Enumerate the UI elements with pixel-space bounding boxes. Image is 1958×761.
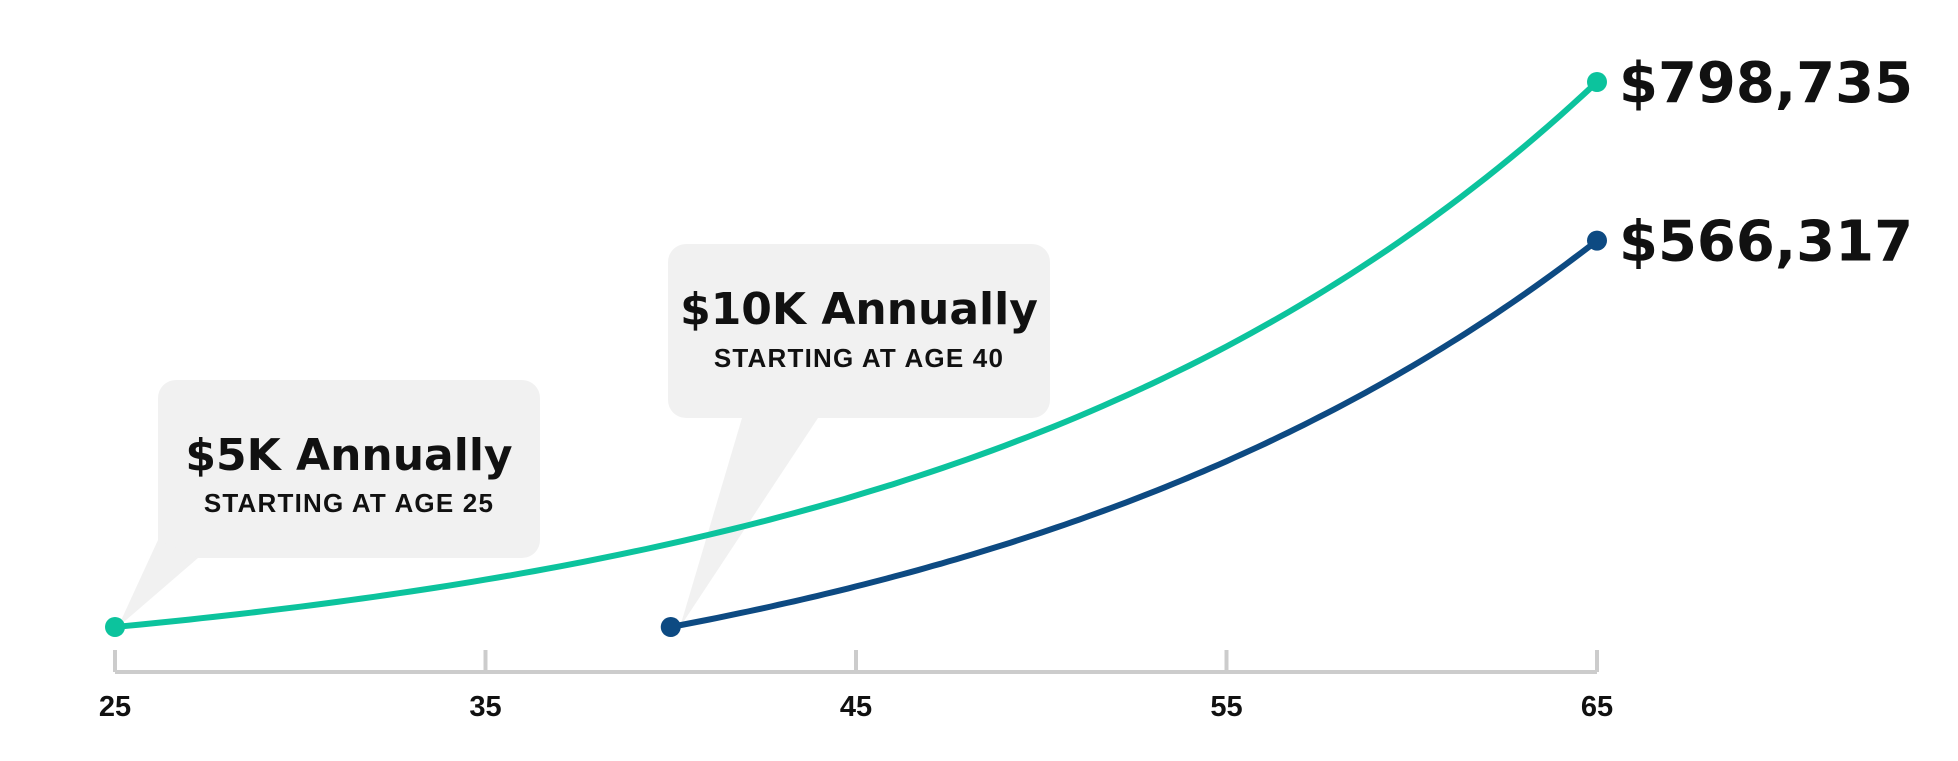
x-axis: 25 35 45 55 65 (99, 650, 1613, 723)
callout-early: $5K Annually STARTING AT AGE 25 (118, 380, 540, 627)
start-point-early (105, 617, 125, 637)
callout-subtitle: STARTING AT AGE 25 (204, 488, 494, 518)
tick-label: 65 (1581, 691, 1613, 723)
tick-label: 55 (1210, 691, 1242, 723)
callout-late: $10K Annually STARTING AT AGE 40 (668, 244, 1050, 627)
series-line-late (667, 237, 1600, 630)
series-line-early (112, 79, 1600, 630)
end-value-late: $566,317 (1619, 210, 1913, 275)
callout-title: $5K Annually (185, 430, 512, 481)
callouts: $5K Annually STARTING AT AGE 25 $10K Annua… (118, 244, 1050, 627)
end-value-early: $798,735 (1619, 51, 1913, 116)
callout-pointer (118, 540, 198, 627)
callout-subtitle: STARTING AT AGE 40 (714, 343, 1004, 373)
tick-label: 35 (469, 691, 501, 723)
tick-label: 45 (840, 691, 872, 723)
start-point-late (660, 617, 681, 637)
end-value-labels: $798,735 $566,317 (1619, 51, 1913, 275)
tick-label: 25 (99, 691, 131, 723)
callout-box (158, 380, 540, 558)
end-point-early (1587, 72, 1607, 92)
callout-box (668, 244, 1050, 418)
end-point-late (1587, 230, 1607, 251)
callout-title: $10K Annually (680, 284, 1038, 335)
series-lines (105, 72, 1607, 637)
